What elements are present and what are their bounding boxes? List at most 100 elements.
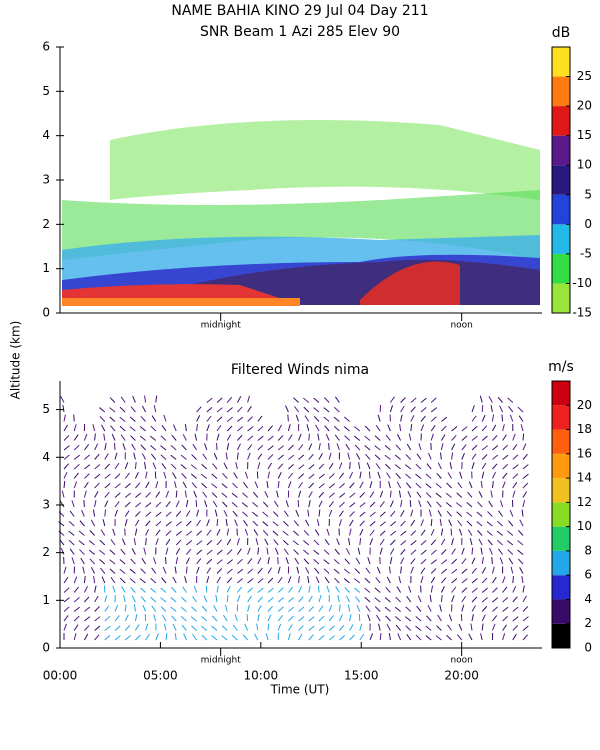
- barb: [430, 549, 437, 555]
- barb: [386, 472, 391, 479]
- barb: [405, 482, 412, 489]
- barb: [400, 566, 402, 574]
- barb: [94, 634, 100, 641]
- colorbar-segment: [552, 453, 570, 479]
- barb: [84, 473, 90, 479]
- barb: [226, 577, 233, 584]
- barb: [135, 511, 141, 517]
- colorbar-tick-label: -5: [580, 246, 592, 260]
- barb: [287, 434, 293, 441]
- barb: [63, 480, 66, 489]
- barb: [492, 463, 498, 470]
- colorbar-segment: [552, 575, 570, 600]
- barb: [519, 519, 524, 527]
- barb: [420, 529, 426, 536]
- barb: [94, 464, 101, 470]
- barb: [170, 606, 177, 612]
- barb: [314, 567, 320, 574]
- barb: [73, 606, 80, 612]
- barb: [491, 576, 497, 584]
- barb: [386, 624, 391, 631]
- barb: [272, 521, 279, 527]
- barb: [282, 539, 289, 546]
- barb: [78, 530, 85, 536]
- barb: [420, 558, 427, 565]
- barb: [368, 471, 371, 479]
- barb: [226, 528, 230, 536]
- barb: [344, 558, 350, 565]
- barb: [410, 549, 417, 555]
- barb: [140, 596, 146, 603]
- barb: [160, 435, 167, 441]
- barb: [216, 433, 220, 441]
- barb: [522, 606, 529, 612]
- barb: [445, 492, 452, 498]
- barb: [212, 463, 218, 470]
- barb: [318, 605, 324, 612]
- barb: [150, 596, 157, 603]
- barb: [457, 481, 463, 489]
- barb: [339, 501, 345, 508]
- barb: [216, 424, 222, 432]
- barb: [141, 557, 147, 565]
- barb: [124, 482, 131, 489]
- barb: [480, 480, 483, 489]
- barb: [396, 481, 402, 489]
- barb: [390, 521, 397, 527]
- barb: [274, 547, 279, 555]
- barb: [237, 586, 243, 593]
- barb: [295, 509, 300, 517]
- barb: [479, 395, 483, 403]
- barb: [247, 444, 253, 451]
- barb: [339, 635, 346, 641]
- barb: [114, 462, 120, 470]
- barb: [395, 596, 401, 603]
- colorbar-segment: [552, 502, 570, 527]
- barb: [338, 510, 344, 517]
- barb: [257, 444, 264, 451]
- barb: [247, 435, 254, 441]
- barb: [150, 453, 157, 460]
- barb: [397, 633, 402, 641]
- barb: [497, 520, 503, 527]
- barb: [406, 443, 412, 451]
- barb: [160, 587, 167, 593]
- barb: [237, 434, 243, 441]
- barb: [153, 405, 157, 413]
- barb: [379, 521, 386, 527]
- barb: [521, 509, 524, 517]
- colorbar-segment: [552, 194, 570, 225]
- barb: [458, 623, 463, 631]
- barb: [367, 614, 371, 622]
- barb: [242, 511, 248, 517]
- barb: [194, 433, 198, 441]
- barb: [63, 597, 70, 603]
- barb: [492, 615, 498, 622]
- colorbar-segment: [552, 599, 570, 624]
- barb: [292, 530, 299, 536]
- barb: [517, 529, 524, 536]
- barb: [73, 424, 77, 432]
- barb: [94, 433, 96, 441]
- barb: [519, 567, 524, 574]
- barb: [308, 491, 313, 498]
- barb: [349, 482, 355, 489]
- barb: [288, 586, 294, 593]
- barb: [150, 435, 157, 441]
- barb: [522, 616, 529, 622]
- barb: [247, 558, 253, 565]
- barb: [211, 473, 218, 479]
- barb: [104, 595, 108, 603]
- barb: [471, 444, 478, 451]
- barb: [410, 519, 416, 527]
- barb: [440, 594, 443, 603]
- barb: [377, 414, 381, 422]
- barb: [282, 530, 289, 536]
- barb: [410, 558, 416, 565]
- barb: [134, 624, 140, 631]
- barb: [323, 397, 330, 403]
- barb: [277, 615, 283, 622]
- barb: [161, 425, 167, 432]
- barb: [481, 567, 487, 574]
- barb: [377, 471, 381, 479]
